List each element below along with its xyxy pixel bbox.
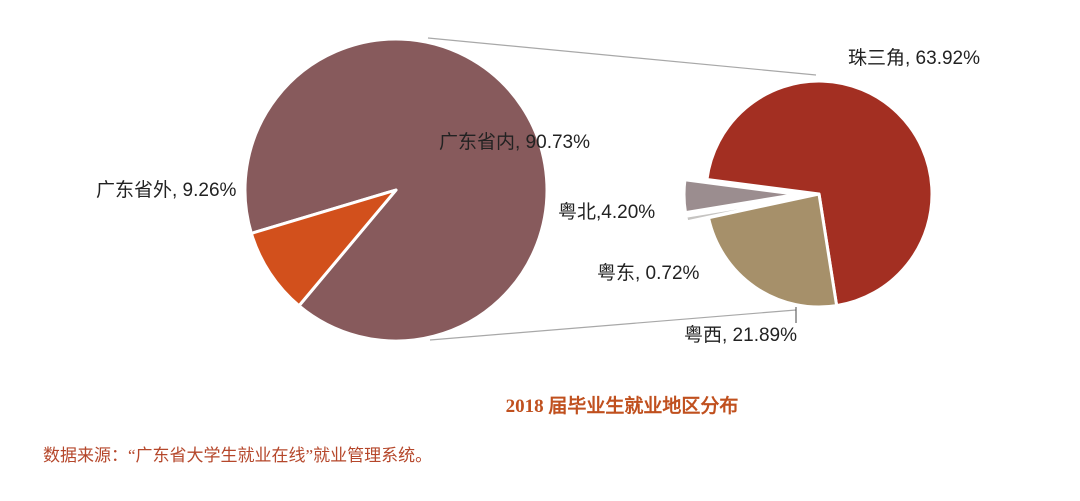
pie-slice-yuebei [682, 178, 799, 215]
pie-slice-yuedong [684, 196, 799, 224]
data-label-guangdong-inside: 广东省内, 90.73% [439, 131, 590, 153]
pie-slice-guangdong-outside [249, 188, 398, 308]
data-label-yuebei: 粤北,4.20% [558, 201, 655, 223]
data-label-guangdong-outside: 广东省外, 9.26% [96, 179, 237, 201]
detail-pie [682, 79, 934, 309]
connector-line-bottom [429, 309, 797, 341]
data-label-yuedong: 粤东, 0.72% [597, 262, 700, 284]
data-label-pearl-river-delta: 珠三角, 63.92% [848, 47, 980, 69]
chart-title: 2018 届毕业生就业地区分布 [506, 394, 739, 417]
pie-slice-yuexi [707, 192, 839, 309]
data-label-yuexi: 粤西, 21.89% [684, 324, 797, 346]
connector-line-top [427, 37, 817, 76]
main-pie [243, 37, 549, 343]
source-note: 数据来源：“广东省大学生就业在线”就业管理系统。 [43, 446, 433, 465]
